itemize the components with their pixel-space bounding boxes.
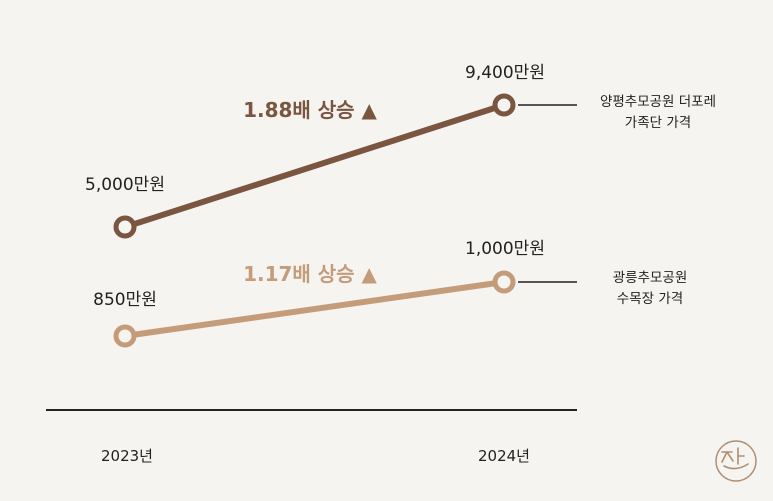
seal-logo-icon [715,440,757,482]
legend-label: 수목장 가격 [617,291,683,307]
data-point [492,93,516,117]
data-point [113,215,137,239]
data-label: 850만원 [93,290,157,310]
growth-annotation: 1.17배 상승 ▲ [243,262,377,286]
data-point [113,324,137,348]
data-label: 5,000만원 [85,175,165,195]
data-label: 1,000만원 [465,239,545,259]
legend-label: 광릉추모공원 [613,270,688,286]
legend-label: 양평추모공원 더포레 [600,94,716,110]
series-line [122,102,507,230]
data-point [492,270,516,294]
data-label: 9,400만원 [465,63,545,83]
series-line [122,279,507,339]
x-tick-label: 2023년 [101,447,153,465]
growth-annotation: 1.88배 상승 ▲ [243,98,377,122]
legend-label: 가족단 가격 [625,115,691,131]
series-layer: 5,000만원 9,400만원 1.88배 상승 ▲ 850만원 1,000만원 1.17… [85,63,545,348]
series-group: 850만원 1,000만원 1.17배 상승 ▲ [93,239,545,348]
x-tick-label: 2024년 [478,447,530,465]
series-group: 5,000만원 9,400만원 1.88배 상승 ▲ [85,63,545,239]
